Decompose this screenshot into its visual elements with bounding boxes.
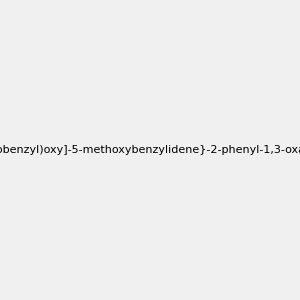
Text: 4-{2-[(2-chlorobenzyl)oxy]-5-methoxybenzylidene}-2-phenyl-1,3-oxazol-5(4H)-one: 4-{2-[(2-chlorobenzyl)oxy]-5-methoxybenz… (0, 145, 300, 155)
